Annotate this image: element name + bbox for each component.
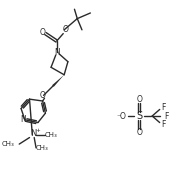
Text: N: N [20,115,26,124]
Text: N: N [55,48,61,57]
Text: F: F [161,120,166,129]
Text: F: F [164,112,169,121]
Text: O: O [40,91,45,100]
Polygon shape [52,75,64,87]
Text: ⁻O: ⁻O [116,112,126,121]
Text: O: O [40,28,45,37]
Text: O: O [62,25,68,34]
Text: +: + [36,129,40,134]
Text: N: N [30,129,36,138]
Text: CH₃: CH₃ [45,132,57,138]
Text: O: O [136,95,142,104]
Text: S: S [136,111,142,121]
Text: F: F [161,103,166,112]
Text: CH₃: CH₃ [35,145,48,151]
Text: CH₃: CH₃ [2,141,15,147]
Text: O: O [136,128,142,137]
